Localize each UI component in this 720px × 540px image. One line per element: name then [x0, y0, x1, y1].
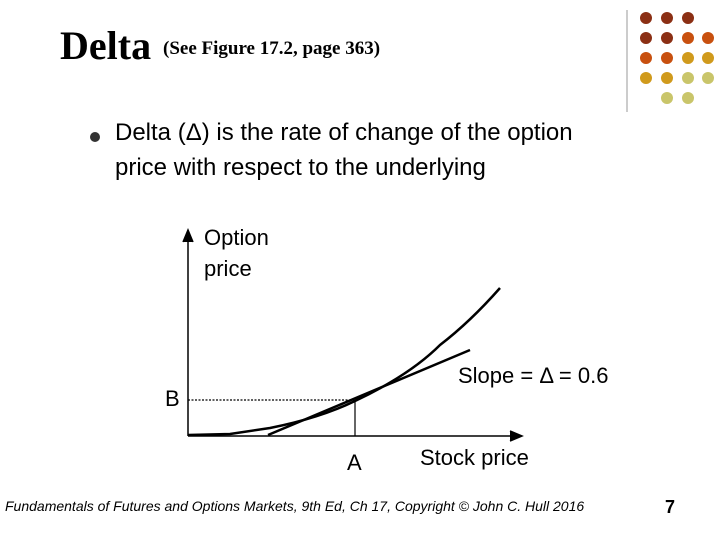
slope-label: Slope = Δ = 0.6 [458, 363, 609, 388]
subtitle: (See Figure 17.2, page 363) [163, 38, 381, 59]
x-axis-label: Stock price [420, 445, 529, 470]
point-label: B [165, 386, 180, 411]
decor-dots [640, 12, 714, 104]
diagram [182, 228, 524, 442]
title: Delta [60, 23, 152, 68]
y-axis-label: price [204, 256, 252, 281]
bullet-line: price with respect to the underlying [115, 154, 486, 181]
page-number: 7 [665, 497, 676, 517]
bullet-line: Delta (Δ) is the rate of change of the o… [115, 119, 573, 146]
y-axis-label: Option [204, 225, 269, 250]
bullet-dot [90, 132, 100, 142]
footer: Fundamentals of Futures and Options Mark… [5, 498, 585, 514]
point-label: A [347, 450, 362, 475]
